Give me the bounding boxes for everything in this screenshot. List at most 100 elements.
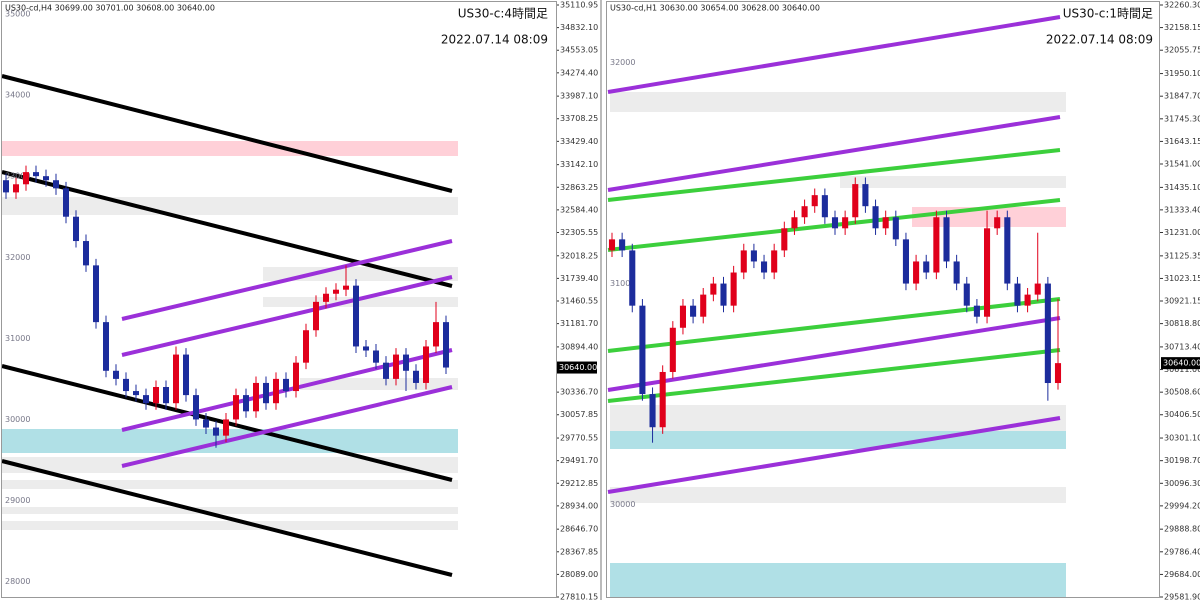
last-price-box bbox=[557, 361, 597, 374]
y-tick-label: 31435.10 bbox=[1164, 183, 1200, 192]
y-tick-label: 27810.15 bbox=[560, 593, 598, 600]
y-tick-label: 31231.00 bbox=[1164, 228, 1200, 237]
candle-body bbox=[639, 305, 646, 395]
chart-title: US30-c:4時間足 bbox=[458, 7, 548, 21]
candle-body bbox=[213, 427, 219, 436]
y-tick-label: 29994.20 bbox=[1164, 501, 1200, 510]
channel-lines bbox=[607, 15, 1061, 494]
y-tick-label: 34832.10 bbox=[560, 23, 598, 32]
candle-body bbox=[13, 184, 19, 193]
candle-body bbox=[1014, 283, 1021, 306]
panel-frame bbox=[1, 1, 557, 598]
candle-body bbox=[872, 206, 879, 229]
level-label: 30000 bbox=[610, 500, 635, 509]
candle-body bbox=[1034, 283, 1041, 295]
candle-body bbox=[953, 261, 960, 284]
candle-body bbox=[994, 217, 1001, 229]
candle-body bbox=[730, 272, 737, 306]
y-tick-label: 31125.35 bbox=[1164, 251, 1200, 260]
last-price-label: 30640.00 bbox=[559, 363, 597, 372]
y-tick-label: 29491.70 bbox=[560, 456, 598, 465]
candle-body bbox=[33, 172, 39, 177]
y-tick-label: 30198.70 bbox=[1164, 456, 1200, 465]
y-tick-label: 32863.25 bbox=[560, 183, 598, 192]
level-label: 28000 bbox=[5, 577, 30, 586]
candle-body bbox=[43, 176, 49, 181]
candle-body bbox=[193, 395, 199, 420]
candle-body bbox=[1054, 363, 1062, 384]
chart-header: US30-cd,H4 30699.00 30701.00 30608.00 30… bbox=[5, 4, 215, 13]
candle-body bbox=[113, 370, 119, 379]
candle-body bbox=[203, 419, 209, 428]
channel-line bbox=[607, 348, 1061, 403]
trend-line bbox=[1, 74, 453, 193]
y-tick-label: 29212.85 bbox=[560, 479, 598, 488]
candle-body bbox=[373, 350, 379, 363]
y-tick-label: 30611.00 bbox=[1164, 365, 1200, 374]
panel-frame bbox=[606, 1, 1160, 598]
candle-body bbox=[53, 180, 59, 189]
candle-body bbox=[383, 362, 389, 379]
candle-body bbox=[343, 285, 349, 290]
candle-body bbox=[163, 386, 169, 404]
candle-body bbox=[443, 322, 449, 368]
candle-body bbox=[153, 386, 159, 404]
y-tick-label: 30713.40 bbox=[1164, 342, 1200, 351]
y-tick-label: 30818.80 bbox=[1164, 319, 1200, 328]
y-tick-label: 32055.75 bbox=[1164, 46, 1200, 55]
y-tick-label: 29770.55 bbox=[560, 434, 598, 443]
candle-body bbox=[363, 346, 369, 351]
zone bbox=[263, 297, 458, 307]
level-label: 29000 bbox=[5, 496, 30, 505]
chart-title: US30-c:1時間足 bbox=[1063, 7, 1153, 21]
candle-body bbox=[619, 239, 626, 251]
candle-body bbox=[93, 265, 99, 323]
level-label: 32000 bbox=[5, 253, 30, 262]
candle-body bbox=[283, 378, 289, 392]
level-label: 31000 bbox=[5, 334, 30, 343]
candle-body bbox=[1004, 217, 1011, 284]
y-tick-label: 33708.25 bbox=[560, 114, 598, 123]
candle-body bbox=[3, 180, 9, 193]
y-tick-label: 30336.70 bbox=[560, 388, 598, 397]
candle-body bbox=[842, 217, 849, 229]
candle-body bbox=[303, 330, 309, 363]
y-tick-label: 33142.10 bbox=[560, 160, 598, 169]
candle-body bbox=[1024, 294, 1031, 306]
candle-body bbox=[423, 346, 429, 383]
y-tick-label: 31643.15 bbox=[1164, 137, 1200, 146]
channel-line bbox=[121, 239, 453, 321]
left-drawings bbox=[1, 74, 458, 577]
candle-body bbox=[393, 354, 399, 379]
y-tick-label: 32018.25 bbox=[560, 251, 598, 260]
last-price-label: 30640.00 bbox=[1163, 359, 1200, 368]
y-tick-label: 30301.10 bbox=[1164, 434, 1200, 443]
candle-body bbox=[679, 305, 686, 328]
candle-body bbox=[710, 283, 717, 295]
y-tick-label: 33987.10 bbox=[560, 92, 598, 101]
y-tick-label: 28646.70 bbox=[560, 525, 598, 534]
candle-body bbox=[63, 188, 69, 217]
candle-body bbox=[403, 354, 409, 371]
candle-body bbox=[943, 217, 950, 262]
y-tick-label: 33429.40 bbox=[560, 137, 598, 146]
channel-line bbox=[607, 115, 1061, 192]
candle-body bbox=[243, 395, 249, 412]
y-tick-label: 30096.30 bbox=[1164, 479, 1200, 488]
y-tick-label: 30508.60 bbox=[1164, 388, 1200, 397]
candle-body bbox=[123, 378, 129, 392]
trend-line bbox=[1, 459, 453, 577]
y-tick-label: 31745.30 bbox=[1164, 114, 1200, 123]
candle-body bbox=[700, 294, 707, 317]
y-tick-label: 34274.40 bbox=[560, 68, 598, 77]
candle-body bbox=[933, 217, 940, 273]
y-tick-label: 29581.90 bbox=[1164, 593, 1200, 600]
candle-body bbox=[313, 301, 319, 331]
candle-body bbox=[293, 362, 299, 392]
candle-body bbox=[831, 217, 839, 229]
timestamp: 2022.07.14 08:09 bbox=[441, 33, 548, 47]
level-label: 32000 bbox=[610, 58, 635, 67]
candle-body bbox=[771, 250, 778, 273]
candle-body bbox=[720, 283, 727, 306]
candle-body bbox=[902, 239, 909, 284]
